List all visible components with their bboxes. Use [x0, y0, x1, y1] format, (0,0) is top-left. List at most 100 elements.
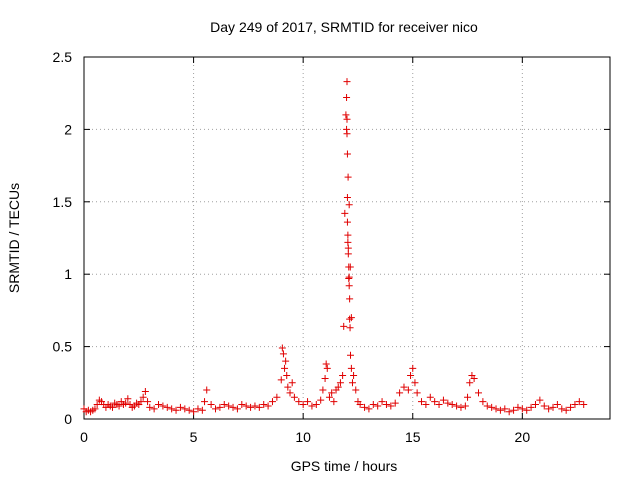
data-point — [336, 379, 344, 387]
data-point — [290, 393, 298, 401]
y-axis-label: SRMTID / TECUs — [6, 183, 22, 293]
data-point — [93, 401, 101, 409]
data-point — [345, 282, 353, 290]
data-point — [356, 401, 364, 409]
data-point — [220, 401, 228, 409]
data-point — [505, 408, 513, 416]
data-point — [321, 374, 329, 382]
data-point — [163, 403, 171, 411]
data-point — [404, 386, 412, 394]
data-point — [198, 406, 206, 414]
data-point — [352, 386, 360, 394]
data-point — [411, 379, 419, 387]
data-point — [273, 393, 281, 401]
data-point — [387, 402, 395, 410]
data-point — [575, 398, 583, 406]
data-point — [299, 401, 307, 409]
data-point — [422, 401, 430, 409]
data-point — [150, 405, 158, 413]
y-tick-label: 1 — [64, 266, 72, 282]
data-point — [255, 403, 263, 411]
data-point — [346, 295, 354, 303]
data-point — [361, 403, 369, 411]
data-point — [345, 273, 353, 281]
data-point — [553, 401, 561, 409]
data-point — [396, 389, 404, 397]
data-point — [343, 78, 351, 86]
data-point — [286, 389, 294, 397]
data-point — [282, 357, 290, 365]
data-point — [343, 193, 351, 201]
data-point — [345, 201, 353, 209]
data-point — [260, 401, 268, 409]
data-point — [343, 115, 351, 123]
data-point — [344, 173, 352, 181]
data-point — [295, 398, 303, 406]
data-point — [545, 405, 553, 413]
data-point — [426, 393, 434, 401]
y-tick-label: 1.5 — [53, 194, 73, 210]
data-point — [91, 405, 99, 413]
data-point — [343, 150, 351, 158]
x-tick-label: 5 — [190, 429, 198, 445]
data-point — [185, 406, 193, 414]
data-point — [382, 401, 390, 409]
data-point — [347, 364, 355, 372]
data-point — [345, 263, 353, 271]
data-point — [122, 399, 130, 407]
data-point — [141, 387, 149, 395]
data-point — [339, 372, 347, 380]
data-point — [407, 372, 415, 380]
data-point — [492, 405, 500, 413]
data-point — [580, 401, 588, 409]
data-point — [124, 395, 132, 403]
data-point — [334, 383, 342, 391]
data-point — [288, 379, 296, 387]
data-point — [343, 218, 351, 226]
data-point — [341, 209, 349, 217]
data-point — [348, 379, 356, 387]
data-point — [365, 405, 373, 413]
data-point — [207, 401, 215, 409]
data-point — [115, 402, 123, 410]
data-point — [216, 403, 224, 411]
data-point — [268, 398, 276, 406]
data-point — [251, 402, 259, 410]
data-point — [391, 399, 399, 407]
data-point — [439, 396, 447, 404]
data-point — [346, 324, 354, 332]
data-point — [369, 401, 377, 409]
data-point — [536, 396, 544, 404]
data-point — [510, 406, 518, 414]
data-point — [155, 401, 163, 409]
data-point — [330, 398, 338, 406]
data-point — [344, 250, 352, 258]
data-point — [238, 401, 246, 409]
data-point — [317, 396, 325, 404]
chart-title: Day 249 of 2017, SRMTID for receiver nic… — [210, 19, 478, 35]
data-point — [527, 403, 535, 411]
data-point — [233, 405, 241, 413]
data-point — [374, 402, 382, 410]
data-point — [453, 402, 461, 410]
x-tick-label: 20 — [515, 429, 531, 445]
data-point — [461, 402, 469, 410]
data-point — [466, 379, 474, 387]
data-point — [137, 398, 145, 406]
x-tick-label: 0 — [80, 429, 88, 445]
data-points — [80, 78, 588, 416]
data-point — [562, 406, 570, 414]
data-point — [325, 393, 333, 401]
y-tick-label: 0.5 — [53, 339, 73, 355]
data-point — [181, 405, 189, 413]
data-point — [172, 406, 180, 414]
data-point — [464, 393, 472, 401]
data-point — [304, 398, 312, 406]
data-point — [247, 403, 255, 411]
data-point — [346, 315, 354, 323]
data-point — [571, 401, 579, 409]
y-tick-label: 2 — [64, 121, 72, 137]
data-point — [190, 408, 198, 416]
data-point — [457, 403, 465, 411]
data-point — [475, 389, 482, 397]
